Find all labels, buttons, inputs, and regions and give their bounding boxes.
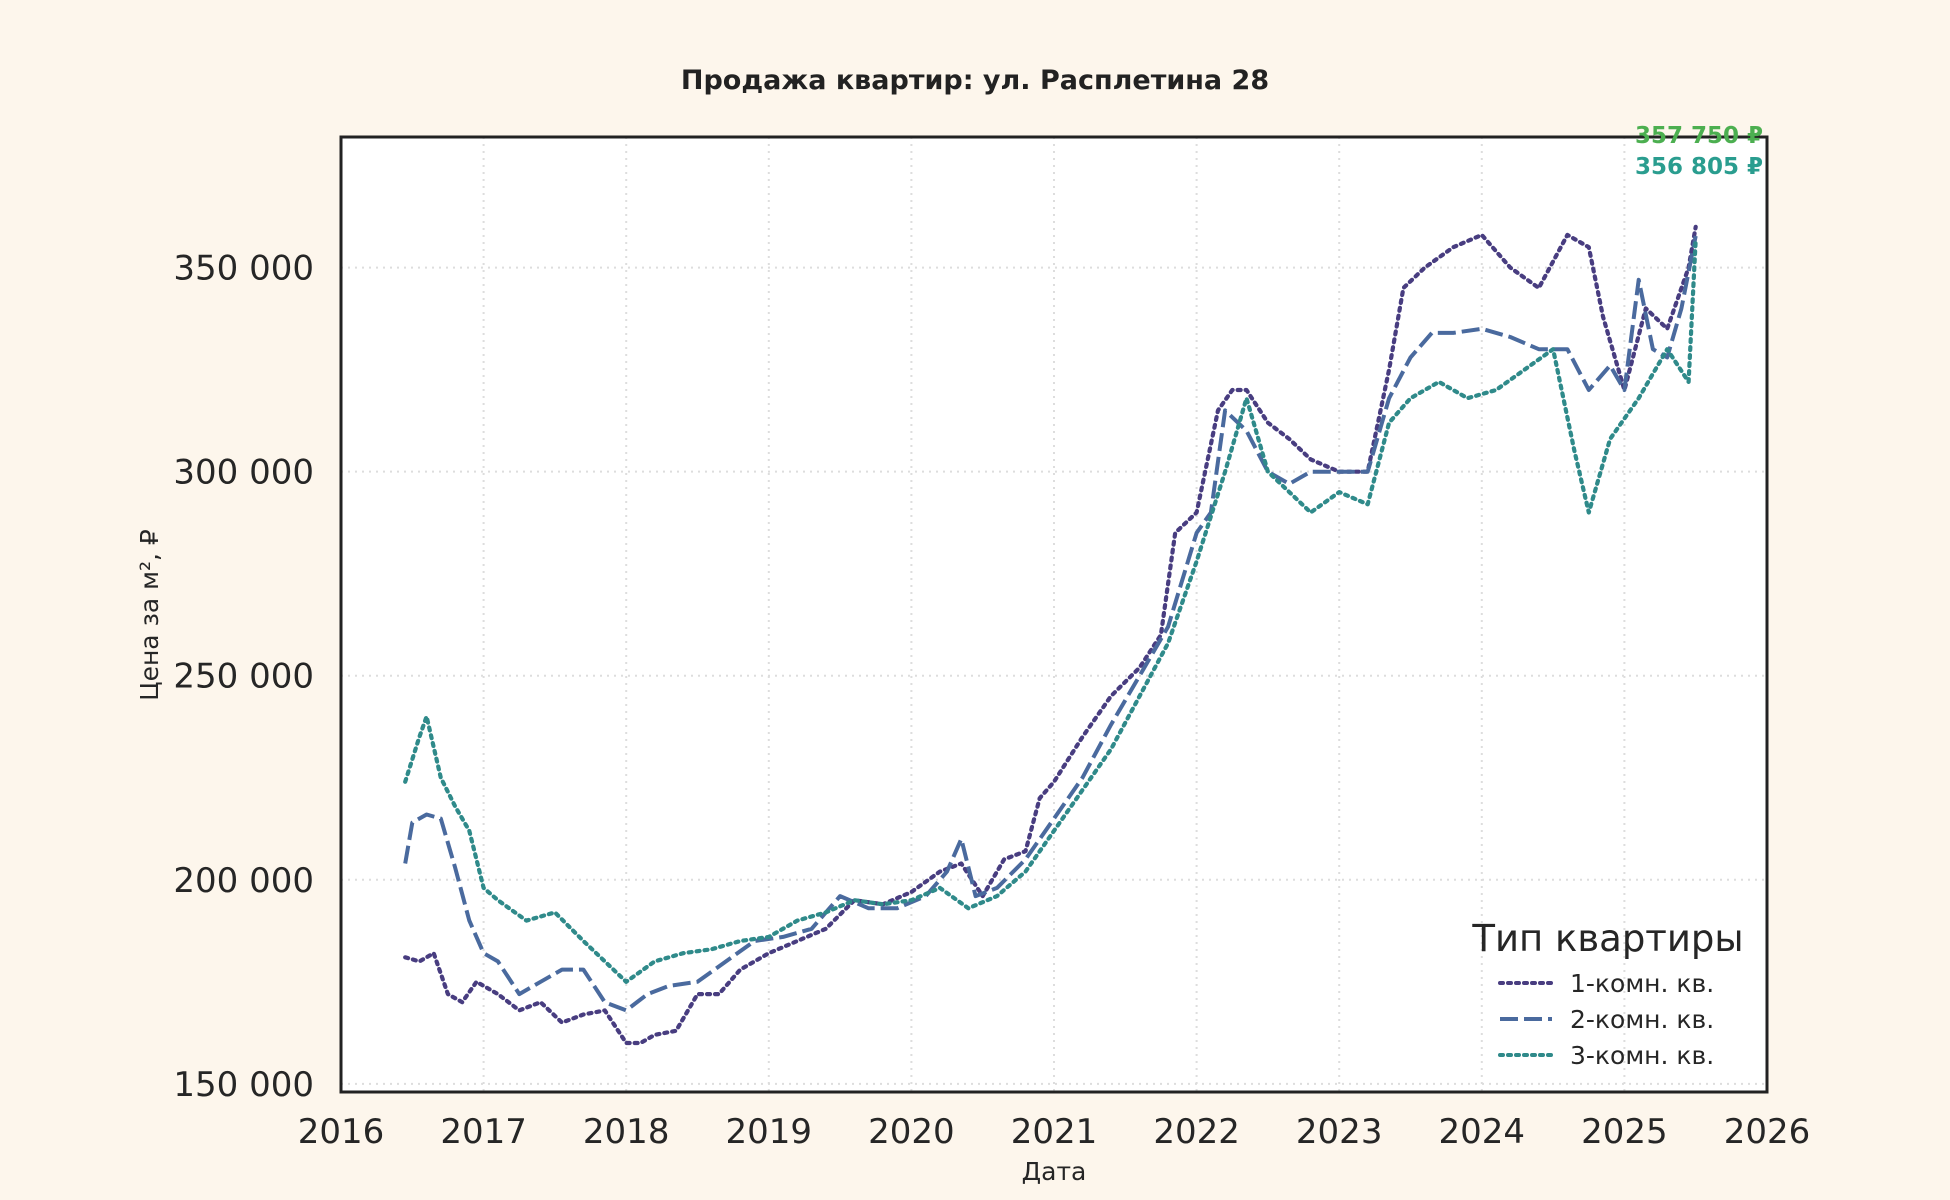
x-axis-label: Дата (1022, 1157, 1087, 1186)
series-line-2 (403, 235, 1698, 1013)
end-labels: 357 750 ₽ 356 805 ₽ (1635, 123, 1763, 180)
grid (341, 137, 1767, 1092)
plot-frame (339, 135, 1769, 1094)
x-tick-label: 2026 (1724, 1112, 1811, 1152)
y-tick-label: 350 000 (173, 249, 314, 289)
x-tick-label: 2017 (440, 1112, 527, 1152)
x-tick-label: 2019 (726, 1112, 813, 1152)
x-tick-label: 2018 (583, 1112, 670, 1152)
legend-label: 2-комн. кв. (1570, 1005, 1714, 1034)
y-tick-label: 250 000 (173, 657, 314, 697)
x-tick-label: 2023 (1296, 1112, 1383, 1152)
x-tick-label: 2022 (1153, 1112, 1240, 1152)
chart-title: Продажа квартир: ул. Расплетина 28 (681, 65, 1269, 96)
end-value-label: 356 805 ₽ (1635, 154, 1763, 180)
x-tick-label: 2025 (1581, 1112, 1668, 1152)
y-axis-label: Цена за м², ₽ (135, 529, 164, 701)
legend-label: 3-комн. кв. (1570, 1041, 1714, 1070)
x-tick-label: 2024 (1439, 1112, 1526, 1152)
x-tick-label: 2020 (868, 1112, 955, 1152)
legend-title: Тип квартиры (1471, 917, 1743, 960)
series-line-1 (403, 224, 1698, 1046)
series-layer (403, 224, 1698, 1046)
x-tick-label: 2021 (1011, 1112, 1098, 1152)
tick-labels: 2016 2017 2018 2019 2020 2021 2022 2023 2024 2025… (173, 249, 1810, 1152)
series-line-3 (403, 237, 1698, 984)
end-value-label: 357 750 ₽ (1635, 123, 1763, 149)
y-tick-label: 150 000 (173, 1065, 314, 1105)
x-tick-label: 2016 (298, 1112, 385, 1152)
y-tick-label: 300 000 (173, 453, 314, 493)
legend: Тип квартиры 1-комн. кв. 2-комн. кв. 3-ком… (1471, 917, 1743, 1070)
y-tick-label: 200 000 (173, 861, 314, 901)
legend-label: 1-комн. кв. (1570, 969, 1714, 998)
